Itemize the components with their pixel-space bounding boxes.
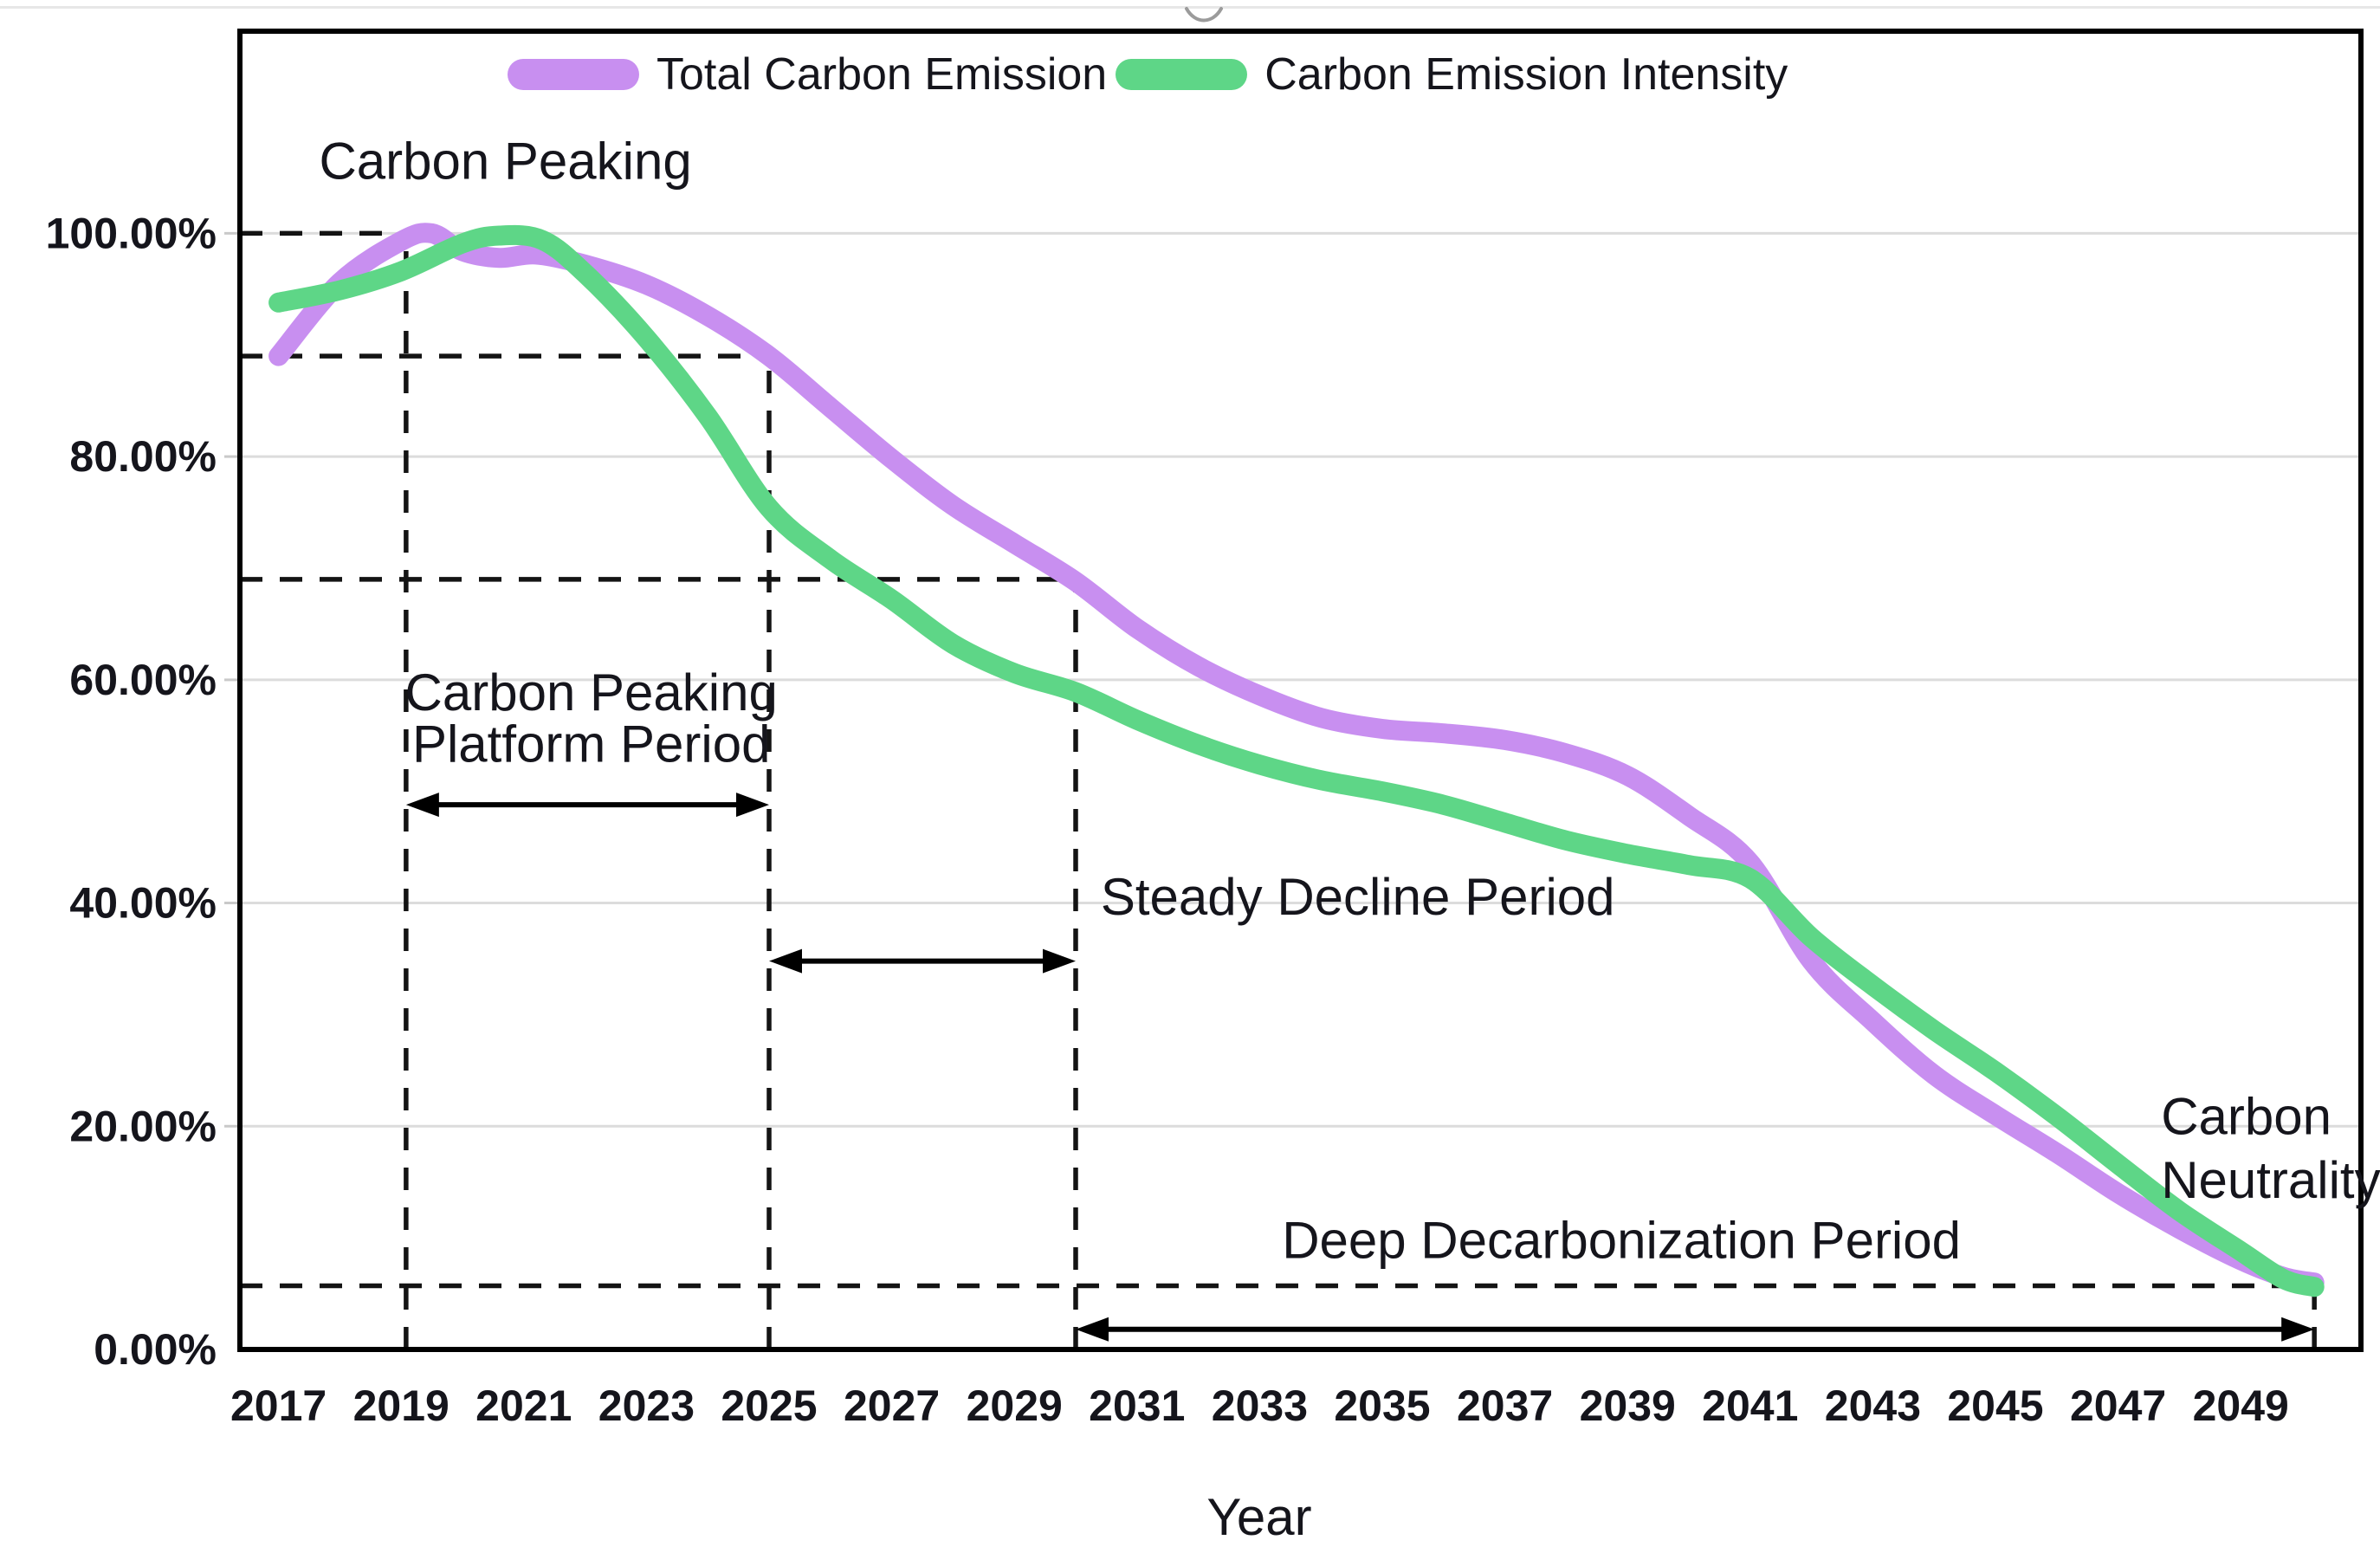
carbon-emission-intensity-swatch xyxy=(1116,59,1248,90)
annotation-deep-decarbonization-period: Deep Decarbonization Period xyxy=(1282,1212,1961,1270)
arrowhead-right-icon xyxy=(2281,1317,2315,1342)
x-tick-label: 2017 xyxy=(230,1382,327,1430)
y-tick-label: 100.00% xyxy=(46,209,217,257)
annotation-carbon-neutrality-line1: Carbon xyxy=(2161,1088,2331,1146)
x-tick-label: 2045 xyxy=(1947,1382,2043,1430)
annotation-carbon-peaking: Carbon Peaking xyxy=(319,133,691,191)
y-tick-label: 0.00% xyxy=(94,1325,217,1374)
series-curve-carbon-emission-intensity xyxy=(268,224,2325,1297)
y-tick-label: 80.00% xyxy=(69,432,217,481)
x-tick-label: 2023 xyxy=(598,1382,695,1430)
x-tick-label: 2037 xyxy=(1457,1382,1553,1430)
chevron-down-icon[interactable] xyxy=(1180,2,1228,31)
y-tick-label: 20.00% xyxy=(69,1102,217,1150)
legend-label: Carbon Emission Intensity xyxy=(1264,49,1788,100)
annotation-platform-period-line1: Carbon Peaking xyxy=(405,663,778,721)
arrowhead-right-icon xyxy=(736,793,770,818)
series-curve-total-carbon-emission xyxy=(268,223,2325,1293)
axis-tick-labels: 2017 2019 2021 2023 2025 2027 2029 2031 2033 2035… xyxy=(46,209,2289,1430)
chart-legend: Total Carbon Emission Carbon Emission In… xyxy=(508,52,1788,97)
legend-item-carbon-emission-intensity: Carbon Emission Intensity xyxy=(1116,52,1788,97)
plot-border xyxy=(237,29,2364,1352)
x-axis-title: Year xyxy=(1206,1488,1311,1546)
x-tick-label: 2025 xyxy=(721,1382,817,1430)
x-tick-label: 2043 xyxy=(1825,1382,1921,1430)
annotations: Carbon Peaking Carbon Peaking Platform P… xyxy=(319,133,2380,1270)
arrowhead-left-icon xyxy=(405,793,439,818)
x-tick-label: 2021 xyxy=(475,1382,572,1430)
y-tick-label: 60.00% xyxy=(69,656,217,704)
steady-decline-period-span xyxy=(769,948,1077,974)
deep-decarbonization-period-span xyxy=(1076,1317,2315,1342)
arrowhead-right-icon xyxy=(1043,948,1077,974)
plot-border-rect xyxy=(237,29,2364,1352)
arrowhead-left-icon xyxy=(1076,1317,1109,1342)
carbon-peaking-platform-period-span xyxy=(405,793,770,818)
x-tick-label: 2047 xyxy=(2070,1382,2166,1430)
x-tick-label: 2027 xyxy=(844,1382,940,1430)
x-tick-label: 2041 xyxy=(1702,1382,1798,1430)
x-tick-label: 2049 xyxy=(2193,1382,2289,1430)
legend-item-total-carbon-emission: Total Carbon Emission xyxy=(508,52,1107,97)
x-tick-label: 2033 xyxy=(1212,1382,1308,1430)
period-span-arrows xyxy=(405,793,2315,1342)
x-tick-label: 2039 xyxy=(1580,1382,1676,1430)
x-tick-label: 2035 xyxy=(1334,1382,1430,1430)
x-tick-label: 2029 xyxy=(967,1382,1063,1430)
window-top-divider xyxy=(0,6,2380,9)
x-tick-label: 2031 xyxy=(1089,1382,1185,1430)
arrowhead-left-icon xyxy=(769,948,803,974)
legend-label: Total Carbon Emission xyxy=(656,49,1108,100)
reference-dashed-lines xyxy=(240,230,2317,1349)
annotation-platform-period-line2: Platform Period xyxy=(412,715,771,773)
annotation-carbon-neutrality-line2: Neutrality xyxy=(2161,1151,2380,1209)
x-tick-label: 2019 xyxy=(353,1382,449,1430)
y-tick-label: 40.00% xyxy=(69,879,217,928)
annotation-steady-decline-period: Steady Decline Period xyxy=(1101,868,1615,926)
data-series-curves xyxy=(268,223,2325,1297)
total-carbon-emission-swatch xyxy=(508,59,639,90)
